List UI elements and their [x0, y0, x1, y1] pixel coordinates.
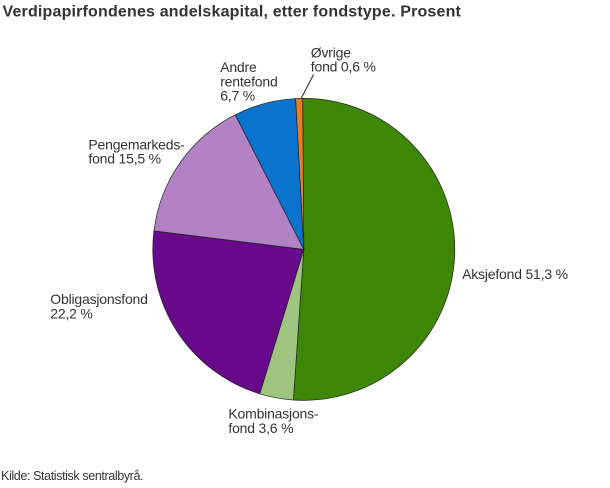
svg-text:22,2 %: 22,2 %: [50, 305, 92, 321]
svg-text:Pengemarkeds-: Pengemarkeds-: [88, 137, 185, 153]
svg-text:Obligasjonsfond: Obligasjonsfond: [50, 291, 147, 307]
svg-text:fond 0,6 %: fond 0,6 %: [311, 59, 376, 75]
svg-text:rentefond: rentefond: [220, 73, 277, 89]
svg-text:Kombinasjons-: Kombinasjons-: [228, 406, 319, 422]
svg-text:Verdipapirfondenes andelskapit: Verdipapirfondenes andelskapital, etter …: [3, 4, 462, 21]
svg-text:6,7 %: 6,7 %: [220, 88, 255, 104]
svg-text:Andre: Andre: [220, 59, 257, 75]
svg-text:Kilde: Statistisk sentralbyrå.: Kilde: Statistisk sentralbyrå.: [1, 469, 143, 483]
svg-text:fond 3,6 %: fond 3,6 %: [228, 420, 293, 436]
svg-text:Øvrige: Øvrige: [311, 44, 351, 60]
svg-text:Aksjefond 51,3 %: Aksjefond 51,3 %: [462, 266, 568, 282]
svg-text:fond 15,5 %: fond 15,5 %: [88, 151, 161, 167]
